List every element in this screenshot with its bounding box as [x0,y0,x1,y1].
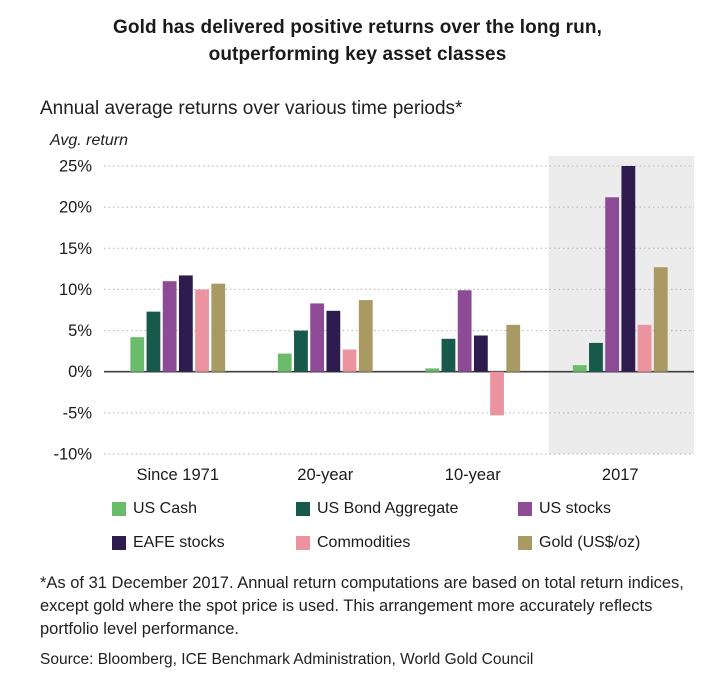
legend-swatch-us-cash [112,502,126,517]
bar-us-cash-since-1971 [130,337,145,372]
bar-eafe-stocks-since-1971 [178,275,193,372]
y-tick-label: -5% [63,405,93,423]
y-tick-label: 10% [59,281,92,299]
legend-swatch-us-stocks [518,502,532,517]
y-tick-label: 20% [59,199,92,217]
bar-us-bond-aggregate-2017 [589,343,603,372]
legend-item-us-stocks: US stocks [518,500,715,518]
bar-eafe-stocks-10-year [473,335,488,372]
bar-gold-us-oz-10-year [506,324,521,372]
bar-us-bond-aggregate-20-year [294,330,308,372]
x-category-label: Since 1971 [136,466,219,484]
legend-label-us-cash: US Cash [133,500,198,518]
bar-us-stocks-20-year [310,303,325,372]
bar-us-stocks-since-1971 [162,281,177,372]
bar-chart-svg: 25% 20% 15% 10% 5% 0% -5% -10% Since 1971 20-year… [53,156,694,484]
legend-item-commodities: Commodities [296,534,518,552]
bar-commodities-since-1971 [195,289,209,372]
bar-us-cash-2017 [572,365,587,372]
legend-label-commodities: Commodities [317,534,411,552]
legend-swatch-commodities [296,536,310,551]
bar-gold-us-oz-20-year [358,300,373,372]
chart-legend: US Cash US Bond Aggregate US stocks EAFE st… [112,500,715,552]
source-line: Source: Bloomberg, ICE Benchmark Adminis… [40,651,534,669]
bar-us-bond-aggregate-since-1971 [146,311,161,372]
legend-item-eafe-stocks: EAFE stocks [112,534,296,552]
chart-subtitle: Annual average returns over various time… [40,98,463,120]
bar-commodities-10-year [490,371,504,416]
highlight-band-2017 [548,156,694,455]
y-axis-label: Avg. return [50,132,128,150]
legend-swatch-eafe-stocks [112,536,126,551]
bar-eafe-stocks-2017 [621,166,636,372]
x-category-label: 2017 [602,466,639,484]
y-tick-label: 5% [68,322,92,340]
x-category-label: 20-year [297,466,353,484]
bar-chart: 25% 20% 15% 10% 5% 0% -5% -10% Since 1971 20-year… [0,154,715,490]
legend-item-gold-us-oz: Gold (US$/oz) [518,534,715,552]
y-tick-label: -10% [53,446,92,464]
legend-label-us-bond-aggregate: US Bond Aggregate [317,500,459,518]
footnote: *As of 31 December 2017. Annual return c… [40,574,684,638]
bar-eafe-stocks-20-year [326,311,341,372]
legend-item-us-bond-aggregate: US Bond Aggregate [296,500,518,518]
bar-commodities-2017 [637,324,652,372]
bar-gold-us-oz-since-1971 [211,283,226,372]
y-tick-label: 0% [68,363,92,381]
bar-us-bond-aggregate-10-year [441,338,456,372]
bar-us-stocks-10-year [457,290,472,372]
legend-swatch-us-bond-aggregate [296,502,310,517]
y-tick-label: 25% [59,158,92,176]
y-tick-label: 15% [59,240,92,258]
legend-swatch-gold-us-oz [518,536,532,551]
bar-us-cash-20-year [277,353,292,372]
legend-label-us-stocks: US stocks [539,500,612,518]
bar-us-cash-10-year [425,368,440,372]
legend-label-eafe-stocks: EAFE stocks [133,534,225,552]
bar-commodities-20-year [342,349,357,372]
x-category-label: 10-year [445,466,501,484]
bar-gold-us-oz-2017 [653,267,668,372]
bar-us-stocks-2017 [605,197,620,372]
chart-headline: Gold has delivered positive returns over… [113,17,602,65]
legend-item-us-cash: US Cash [112,500,296,518]
legend-label-gold-us-oz: Gold (US$/oz) [539,534,641,552]
